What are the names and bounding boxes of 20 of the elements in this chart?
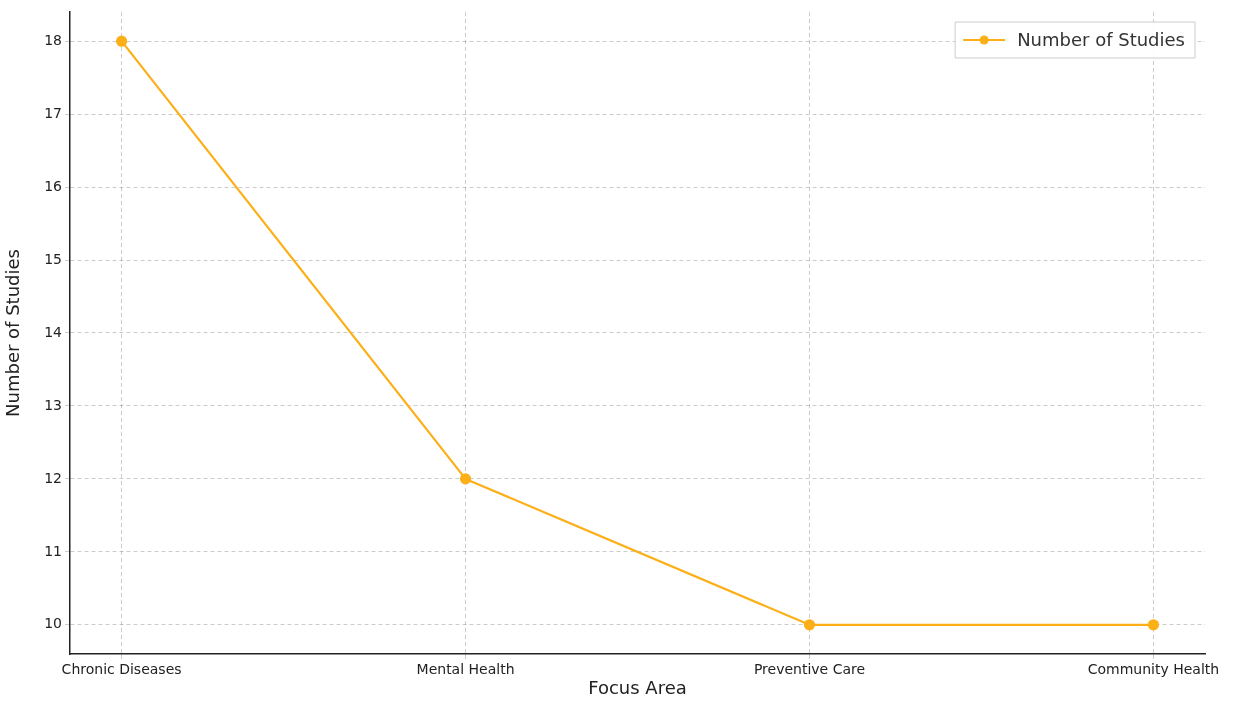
x-tick-label: Preventive Care [753,661,866,678]
point [459,473,472,485]
y-tick-label: 10 [44,615,62,632]
y-tick-label: 13 [44,396,62,413]
x-tick-label: Community Health [1087,661,1220,678]
x-axis-title: Focus Area [588,676,687,698]
y-tick-label: 17 [44,104,62,121]
y-tick-label: 16 [44,177,63,194]
y-tick-label: 11 [44,542,62,559]
point [803,619,816,631]
point [115,35,128,47]
y-tick-label: 12 [44,469,62,486]
y-axis-title: Number of Studies [2,249,24,417]
legend-label: Number of Studies [1017,28,1185,50]
point [1147,619,1160,631]
x-tick-label: Chronic Diseases [61,661,182,678]
y-tick-label: 18 [44,31,62,48]
y-tick-label: 15 [44,250,62,267]
x-tick-label: Mental Health [416,661,515,678]
y-tick-label: 14 [44,323,63,340]
